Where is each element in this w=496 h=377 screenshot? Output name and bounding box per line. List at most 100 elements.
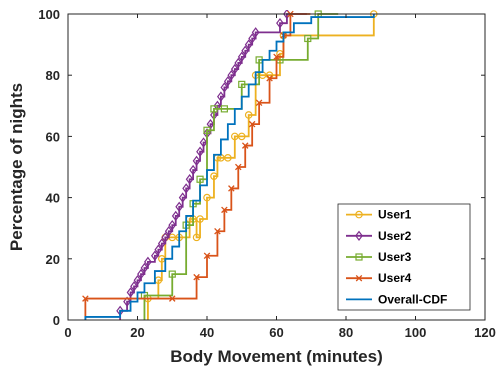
x-tick-label: 0 xyxy=(64,325,71,340)
y-axis-label: Percentage of nights xyxy=(7,83,26,251)
data-point xyxy=(133,275,142,286)
data-point xyxy=(182,183,191,194)
y-tick-label: 100 xyxy=(38,7,60,22)
data-point xyxy=(144,256,152,268)
data-point xyxy=(266,75,273,82)
data-point xyxy=(196,146,204,157)
data-point xyxy=(130,281,138,292)
data-point xyxy=(255,99,263,106)
data-point xyxy=(189,164,197,176)
data-point xyxy=(304,34,312,43)
data-point xyxy=(178,192,187,203)
data-point xyxy=(157,238,166,249)
data-point xyxy=(168,219,177,231)
data-point xyxy=(214,228,221,235)
data-point xyxy=(137,268,145,280)
data-point xyxy=(234,57,243,69)
data-point xyxy=(192,233,201,242)
legend-marker xyxy=(355,274,363,282)
legend-marker xyxy=(355,210,363,219)
data-point xyxy=(154,244,163,255)
series-layer xyxy=(82,10,378,320)
legend-entry: User1 xyxy=(346,208,412,222)
data-point xyxy=(123,296,131,307)
axis-ticks: 0 20 40 60 80 100 120 0 20 40 60 80 100 xyxy=(38,7,496,340)
data-point xyxy=(168,295,176,302)
data-point xyxy=(248,120,256,128)
data-point xyxy=(237,132,246,141)
data-point xyxy=(235,163,242,171)
legend-label: User3 xyxy=(378,250,412,264)
data-point xyxy=(244,111,253,119)
data-point xyxy=(126,287,135,298)
data-point xyxy=(203,126,211,134)
x-axis-label: Body Movement (minutes) xyxy=(170,347,383,366)
legend-marker xyxy=(355,230,363,242)
data-point xyxy=(238,80,246,88)
data-point xyxy=(221,206,228,214)
data-point xyxy=(251,27,260,38)
data-point xyxy=(220,105,228,113)
data-point xyxy=(175,201,184,212)
x-tick-label: 80 xyxy=(339,325,353,340)
y-tick-label: 80 xyxy=(46,68,60,83)
data-point xyxy=(150,250,159,261)
x-tick-label: 120 xyxy=(474,325,496,340)
data-point xyxy=(193,273,200,281)
series-line-overall-cdf xyxy=(84,14,375,320)
legend-label: User1 xyxy=(378,208,412,222)
series-user2 xyxy=(116,10,307,320)
data-point xyxy=(237,51,246,63)
data-point xyxy=(161,232,170,243)
data-point xyxy=(248,33,257,44)
legend: User1 User2 User3 User4 Overall-CDF xyxy=(337,203,471,311)
series-line-user4 xyxy=(84,13,311,320)
series-user4 xyxy=(82,10,311,320)
data-point xyxy=(276,17,284,29)
data-point xyxy=(217,91,225,102)
data-point xyxy=(199,137,208,148)
legend-entry: User3 xyxy=(346,250,412,264)
series-overall-cdf xyxy=(84,14,375,320)
data-point xyxy=(185,174,194,185)
data-point xyxy=(224,154,232,162)
y-tick-label: 60 xyxy=(46,129,60,144)
data-point xyxy=(192,155,201,167)
data-point xyxy=(203,193,211,202)
data-point xyxy=(244,39,253,50)
x-tick-label: 100 xyxy=(405,325,427,340)
y-tick-label: 0 xyxy=(53,313,60,328)
data-point xyxy=(171,210,180,222)
legend-marker xyxy=(355,253,363,261)
data-point xyxy=(227,70,236,81)
data-point xyxy=(241,45,250,56)
data-point xyxy=(210,172,218,180)
data-point xyxy=(230,63,239,75)
y-tick-label: 20 xyxy=(46,252,60,267)
data-point xyxy=(241,142,249,149)
legend-label: User2 xyxy=(378,229,412,243)
data-point xyxy=(273,53,280,61)
data-point xyxy=(82,295,89,302)
series-line-user3 xyxy=(143,13,339,320)
x-tick-label: 20 xyxy=(130,325,144,340)
data-point xyxy=(203,252,211,259)
legend-label: Overall-CDF xyxy=(378,292,447,306)
x-tick-label: 60 xyxy=(269,325,283,340)
legend-entry: User2 xyxy=(346,229,412,243)
data-point xyxy=(196,215,204,223)
data-point xyxy=(164,226,173,237)
data-point xyxy=(168,270,176,278)
data-point xyxy=(228,185,235,192)
legend-label: User4 xyxy=(378,271,412,285)
y-tick-label: 40 xyxy=(46,191,60,206)
data-point xyxy=(220,82,229,93)
data-point xyxy=(210,105,218,113)
legend-entry: Overall-CDF xyxy=(346,292,447,306)
x-tick-label: 40 xyxy=(200,325,214,340)
data-point xyxy=(223,76,232,87)
data-point xyxy=(196,175,204,183)
data-point xyxy=(140,262,149,274)
legend-entry: User4 xyxy=(346,271,412,285)
